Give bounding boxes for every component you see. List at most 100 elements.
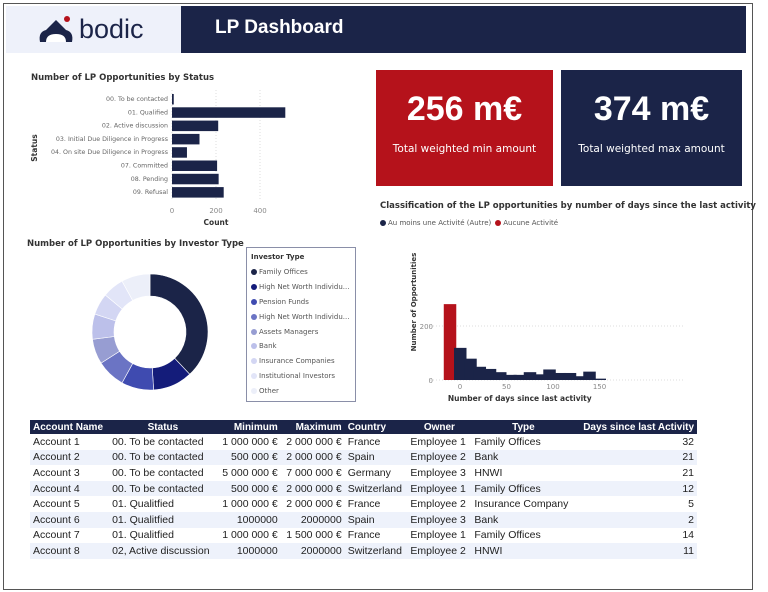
histogram-bar[interactable] [483, 368, 497, 380]
y-tick-label: 02. Active discussion [102, 123, 168, 130]
table-row[interactable]: Account 1 00. To be contacted 1 000 000 € 2… [30, 434, 697, 450]
status-bar[interactable] [172, 160, 218, 172]
histogram-bar[interactable] [583, 371, 596, 380]
histogram-bar[interactable] [533, 374, 547, 380]
column-header[interactable]: Owner [407, 420, 472, 434]
histogram-bar[interactable] [443, 304, 457, 380]
histogram-bar[interactable] [473, 366, 487, 380]
column-header[interactable]: Country [344, 420, 408, 434]
status-bar[interactable] [172, 94, 174, 105]
table-cell: Bank [474, 451, 499, 464]
table-cell: 5 000 000 € [222, 466, 278, 479]
table-cell: 1 000 000 € [222, 529, 278, 542]
histogram-bar[interactable] [504, 374, 517, 380]
status-bar[interactable] [172, 107, 286, 118]
table-row[interactable]: Account 7 01. Qualitfied 1 000 000 € 1 500 … [30, 528, 697, 544]
table-cell: Employee 1 [410, 435, 466, 448]
status-bar[interactable] [172, 173, 219, 185]
y-tick-label: 01. Qualified [128, 109, 168, 116]
table-cell: 12 [682, 482, 694, 495]
table-cell: 500 000 € [231, 451, 278, 464]
donut-slice[interactable] [149, 273, 209, 375]
column-header[interactable]: Account Name [30, 420, 110, 434]
table-cell: Spain [347, 451, 375, 464]
histogram-bar[interactable] [513, 374, 527, 380]
histogram-bar[interactable] [454, 347, 467, 380]
table-row[interactable]: Account 8 02, Active discussion 1000000 200… [30, 543, 697, 559]
histogram-bar[interactable] [563, 372, 577, 380]
column-header[interactable]: Days since last Activity [575, 420, 697, 434]
legend-item[interactable]: Institutional Investors [251, 369, 351, 384]
kpi-min-card: 256 m€ Total weighted min amount [376, 70, 553, 186]
column-header[interactable]: Type [471, 420, 576, 434]
table-row[interactable]: Account 6 01. Qualitfied 1000000 2000000 Spa… [30, 511, 697, 528]
legend-label: Family Offices [259, 268, 308, 277]
histogram-bar[interactable] [493, 372, 507, 380]
table-cell: Employee 1 [410, 529, 466, 542]
table-cell: 2 000 000 € [286, 498, 342, 511]
table-cell: 2 000 000 € [286, 482, 342, 495]
investor-donut-chart [91, 273, 209, 391]
histogram-bar[interactable] [543, 369, 556, 380]
table-row[interactable]: Account 4 00. To be contacted 500 000 € 2 0… [30, 480, 697, 497]
table-cell: Account 4 [33, 482, 80, 495]
legend-item[interactable]: Family Offices [251, 265, 351, 280]
dashboard-frame [3, 3, 753, 590]
x-tick-label: 150 [593, 383, 606, 391]
legend-item[interactable]: High Net Worth Individu... [251, 309, 351, 324]
legend-dot-icon [495, 220, 502, 226]
accounts-table: Account Name Status Minimum Maximum Country O… [30, 420, 697, 559]
histogram-bar[interactable] [523, 372, 537, 380]
legend-dot-icon [251, 343, 257, 350]
histogram-bar[interactable] [593, 378, 607, 380]
legend-item[interactable]: Insurance Companies [251, 354, 351, 369]
table-cell: 01. Qualitfied [112, 513, 174, 526]
column-header[interactable]: Maximum [280, 420, 345, 434]
legend-label: Au moins une Activité (Autre) [388, 219, 492, 227]
table-cell: Bank [474, 513, 499, 526]
table-cell: 32 [682, 435, 694, 448]
donut-slice[interactable] [121, 273, 151, 301]
table-row[interactable]: Account 5 01. Qualitfied 1 000 000 € 2 000 … [30, 496, 697, 512]
x-tick-label: 200 [209, 207, 222, 215]
legend-item[interactable]: Other [251, 383, 351, 398]
legend-item: Au moins une Activité (Autre) [380, 219, 491, 227]
histogram-bar[interactable] [553, 372, 567, 380]
table-cell: 02, Active discussion [112, 544, 210, 557]
legend-dot-icon [251, 284, 257, 291]
table-row[interactable]: Account 2 00. To be contacted 500 000 € 2 0… [30, 449, 697, 466]
status-bar[interactable] [172, 120, 219, 132]
legend-item[interactable]: Bank [251, 339, 351, 354]
kpi-min-value: 256 m€ [406, 90, 523, 128]
table-cell: Spain [347, 513, 375, 526]
status-bar[interactable] [172, 147, 187, 158]
kpi-min-label: Total weighted min amount [392, 143, 537, 155]
column-header[interactable]: Minimum [216, 420, 281, 434]
status-bar[interactable] [172, 187, 224, 198]
table-cell: 1000000 [236, 513, 278, 526]
table-cell: 500 000 € [231, 482, 278, 495]
table-cell: Employee 2 [410, 498, 466, 511]
table-cell: Employee 2 [410, 451, 466, 464]
legend-item[interactable]: High Net Worth Individu... [251, 280, 351, 295]
table-row[interactable]: Account 3 00. To be contacted 5 000 000 € 7… [30, 465, 697, 481]
table-cell: Employee 3 [410, 513, 466, 526]
x-tick-label: 0 [170, 207, 174, 215]
status-chart-title: Number of LP Opportunities by Status [31, 73, 215, 83]
investor-chart-title: Number of LP Opportunities by Investor T… [27, 239, 244, 249]
table-cell: 1000000 [236, 544, 278, 557]
legend-dot-icon [251, 372, 257, 379]
legend-label: Aucune Activité [503, 219, 559, 227]
legend-label: Bank [259, 342, 277, 351]
legend-label: Pension Funds [259, 297, 309, 306]
legend-item[interactable]: Pension Funds [251, 295, 351, 310]
table-cell: Account 2 [33, 451, 80, 464]
status-bar[interactable] [172, 133, 200, 145]
activity-chart-title: Classification of the LP opportunities b… [380, 201, 756, 211]
table-cell: 1 500 000 € [286, 529, 342, 542]
histogram-bar[interactable] [573, 376, 587, 380]
column-header[interactable]: Status [109, 420, 217, 434]
legend-label: Institutional Investors [259, 371, 336, 380]
legend-item[interactable]: Assets Managers [251, 324, 351, 339]
